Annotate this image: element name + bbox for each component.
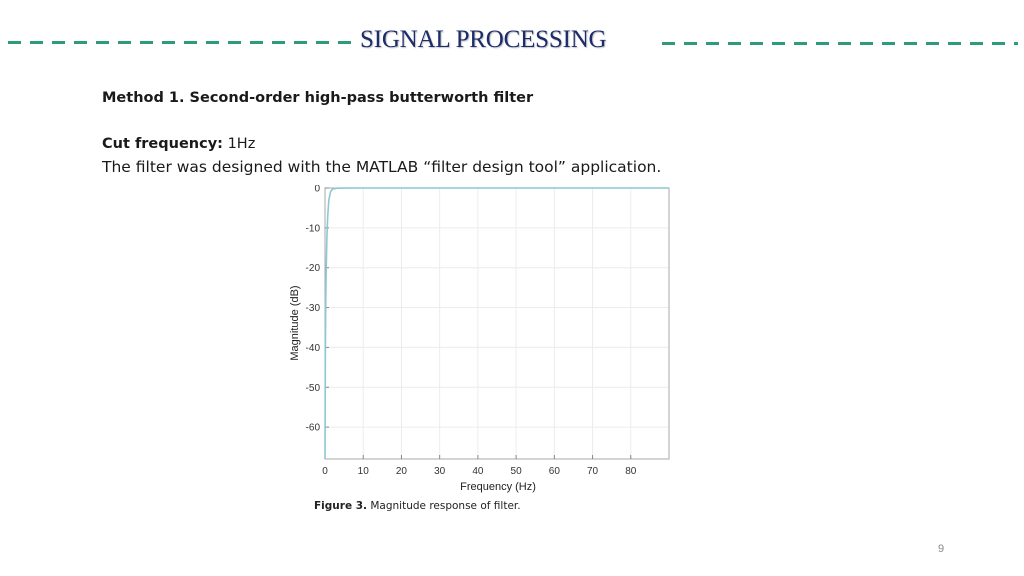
cut-frequency-label: Cut frequency: — [102, 136, 223, 152]
figure-caption-label: Figure 3. — [314, 500, 368, 512]
x-tick-label: 60 — [549, 466, 561, 477]
x-tick-label: 10 — [358, 466, 370, 477]
page-number: 9 — [938, 543, 945, 555]
figure-caption-text: Magnitude response of filter. — [370, 500, 521, 512]
slide-title: SIGNAL PROCESSING — [360, 26, 607, 53]
y-tick-label: -10 — [306, 223, 321, 234]
y-tick-label: 0 — [314, 185, 320, 195]
x-tick-label: 0 — [322, 466, 328, 477]
y-tick-label: -60 — [306, 423, 321, 434]
x-tick-label: 70 — [587, 466, 599, 477]
x-axis-label: Frequency (Hz) — [460, 481, 536, 493]
x-tick-label: 50 — [511, 466, 523, 477]
y-tick-label: -30 — [306, 303, 321, 314]
magnitude-series-line — [324, 187, 669, 460]
method-heading: Method 1. Second-order high-pass butterw… — [102, 90, 534, 106]
cut-frequency-line: Cut frequency: 1Hz — [102, 136, 255, 152]
y-tick-label: -50 — [306, 383, 321, 394]
y-tick-label: -40 — [306, 343, 321, 354]
title-divider-left — [8, 41, 354, 44]
magnitude-response-chart: 0 10 20 30 40 50 60 70 80 0 -10 -20 -30 -40 -50 -60 Fr… — [289, 185, 670, 493]
x-tick-label: 40 — [472, 466, 484, 477]
cut-frequency-value: 1Hz — [227, 136, 256, 152]
filter-description: The filter was designed with the MATLAB … — [102, 158, 662, 176]
y-axis-label: Magnitude (dB) — [289, 285, 301, 360]
figure-caption: Figure 3. Magnitude response of filter. — [314, 500, 521, 512]
x-tick-label: 30 — [434, 466, 446, 477]
x-tick-label: 20 — [396, 466, 408, 477]
title-divider-right — [662, 42, 1018, 45]
x-tick-label: 80 — [625, 466, 637, 477]
chart-grid — [325, 188, 669, 459]
y-tick-label: -20 — [306, 263, 321, 274]
plot-frame — [324, 187, 670, 460]
